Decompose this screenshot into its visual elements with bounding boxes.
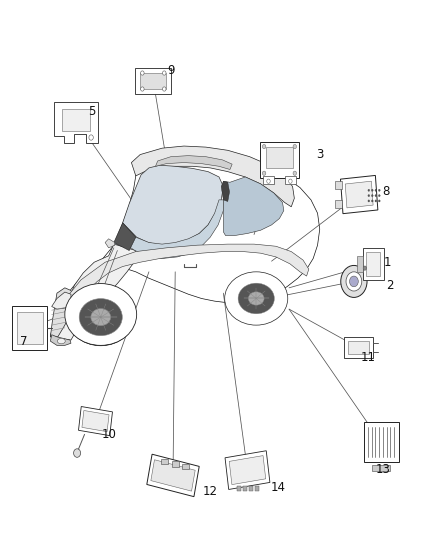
Text: 13: 13	[376, 463, 391, 475]
Circle shape	[375, 200, 377, 202]
Bar	[266, 147, 293, 168]
Ellipse shape	[225, 272, 288, 325]
Text: 7: 7	[20, 335, 28, 348]
Polygon shape	[114, 200, 223, 259]
Ellipse shape	[248, 292, 264, 305]
Bar	[225, 451, 270, 489]
Circle shape	[262, 171, 266, 175]
Bar	[61, 109, 90, 131]
Circle shape	[375, 195, 377, 197]
Bar	[147, 454, 199, 497]
Polygon shape	[66, 244, 309, 303]
Circle shape	[262, 144, 266, 149]
Circle shape	[346, 272, 362, 291]
Circle shape	[293, 171, 297, 175]
Circle shape	[368, 195, 370, 197]
Circle shape	[378, 189, 380, 191]
Bar	[260, 142, 299, 178]
Bar	[78, 407, 113, 435]
Circle shape	[368, 189, 370, 191]
Bar	[243, 486, 247, 491]
Text: 8: 8	[382, 185, 389, 198]
Circle shape	[375, 189, 377, 191]
Circle shape	[141, 71, 144, 75]
Bar	[237, 486, 241, 491]
Text: 12: 12	[203, 485, 218, 498]
Circle shape	[74, 449, 81, 457]
Bar	[82, 410, 109, 432]
Bar	[182, 464, 189, 470]
Bar	[363, 248, 384, 280]
Polygon shape	[50, 288, 74, 337]
Circle shape	[371, 189, 373, 191]
Circle shape	[162, 87, 166, 91]
Bar	[12, 306, 47, 350]
Text: 1: 1	[384, 256, 392, 269]
Bar	[357, 256, 363, 272]
Circle shape	[363, 266, 367, 270]
Circle shape	[89, 135, 93, 140]
Polygon shape	[155, 156, 232, 169]
Bar	[263, 176, 274, 184]
Text: 5: 5	[88, 106, 95, 118]
Bar	[161, 458, 168, 464]
Bar	[345, 181, 373, 208]
Polygon shape	[50, 149, 320, 337]
Polygon shape	[123, 165, 223, 245]
Ellipse shape	[79, 298, 122, 336]
Ellipse shape	[227, 274, 285, 322]
Polygon shape	[105, 239, 115, 248]
Bar	[335, 200, 342, 208]
Circle shape	[141, 87, 144, 91]
Polygon shape	[131, 146, 294, 207]
Bar	[151, 460, 195, 491]
Bar	[348, 341, 369, 354]
Text: 14: 14	[271, 481, 286, 494]
Ellipse shape	[91, 309, 111, 326]
Bar	[17, 312, 43, 344]
Polygon shape	[50, 244, 136, 340]
Circle shape	[162, 71, 166, 75]
Text: 9: 9	[167, 64, 175, 77]
Bar	[255, 486, 259, 491]
Ellipse shape	[57, 338, 65, 344]
Ellipse shape	[238, 283, 274, 314]
Ellipse shape	[65, 284, 137, 345]
Circle shape	[378, 195, 380, 197]
Polygon shape	[223, 177, 284, 236]
Bar	[335, 181, 342, 189]
Circle shape	[371, 195, 373, 197]
Circle shape	[293, 144, 297, 149]
Bar	[344, 337, 372, 358]
Circle shape	[289, 179, 292, 183]
Polygon shape	[52, 292, 71, 309]
Text: 3: 3	[316, 148, 323, 161]
Circle shape	[368, 200, 370, 202]
Bar	[364, 422, 399, 462]
Polygon shape	[221, 181, 230, 201]
Text: 11: 11	[360, 351, 375, 364]
Circle shape	[371, 200, 373, 202]
Bar	[172, 461, 179, 466]
Polygon shape	[50, 335, 71, 345]
Bar	[372, 465, 390, 471]
Polygon shape	[114, 223, 136, 251]
Bar	[140, 73, 166, 89]
Bar	[135, 68, 171, 94]
Text: 10: 10	[102, 428, 117, 441]
Bar	[285, 176, 296, 184]
Bar	[366, 252, 380, 276]
Ellipse shape	[67, 288, 134, 346]
Polygon shape	[54, 102, 98, 143]
Bar	[229, 456, 266, 484]
Bar	[340, 175, 378, 214]
Circle shape	[341, 265, 367, 297]
Circle shape	[350, 276, 358, 287]
Circle shape	[378, 200, 380, 202]
Text: 2: 2	[386, 279, 394, 292]
Circle shape	[267, 179, 270, 183]
Bar	[249, 486, 253, 491]
